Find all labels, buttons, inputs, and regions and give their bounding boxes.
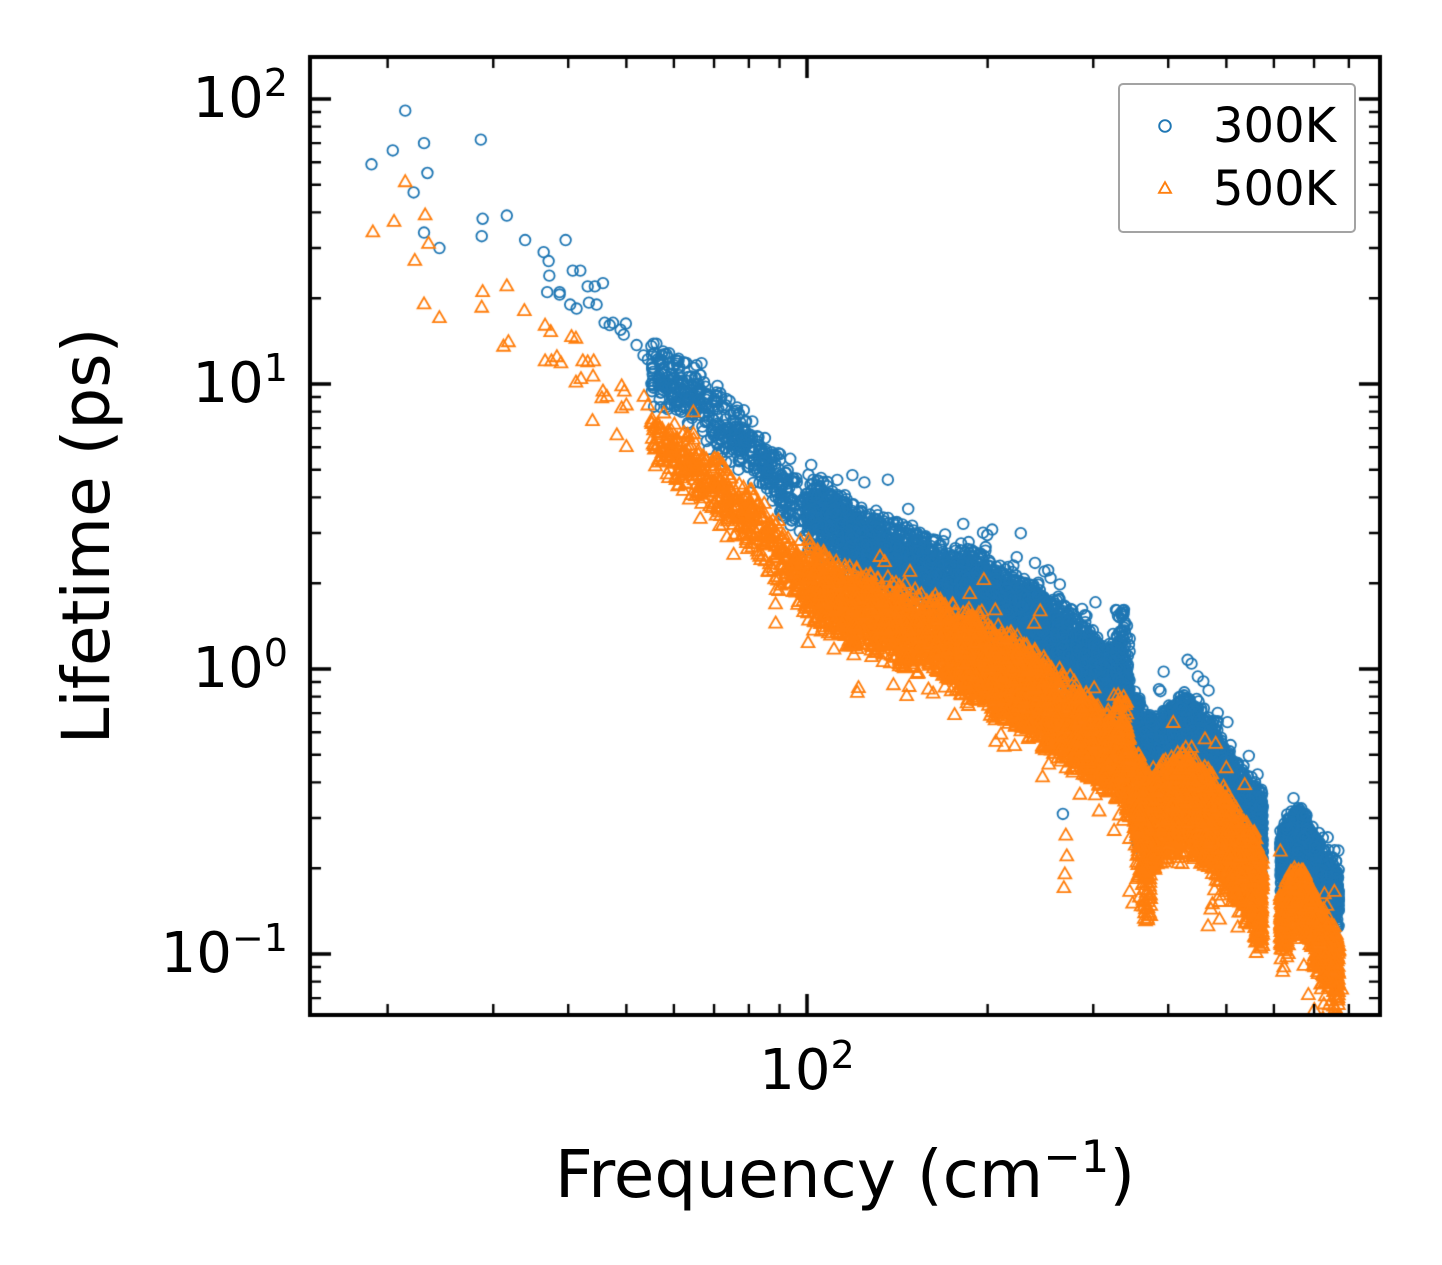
legend-label-300k: 300K [1213, 97, 1337, 154]
y-tick-label: 100 [192, 631, 289, 701]
y-axis-title: Lifetime (ps) [48, 327, 125, 745]
circle-marker-icon [1158, 118, 1172, 133]
y-tick-label: 102 [192, 61, 289, 131]
triangle-marker-icon [1157, 179, 1173, 194]
legend-item-500k: 500K [1120, 157, 1354, 220]
y-tick-label: 10−1 [160, 916, 288, 986]
x-axis-title: Frequency (cm−1) [554, 1130, 1136, 1213]
legend-label-500k: 500K [1213, 160, 1337, 217]
legend: 300K 500K [1118, 83, 1356, 233]
legend-item-300k: 300K [1120, 94, 1354, 157]
x-tick-label: 102 [759, 1033, 855, 1103]
y-tick-label: 101 [192, 346, 289, 416]
